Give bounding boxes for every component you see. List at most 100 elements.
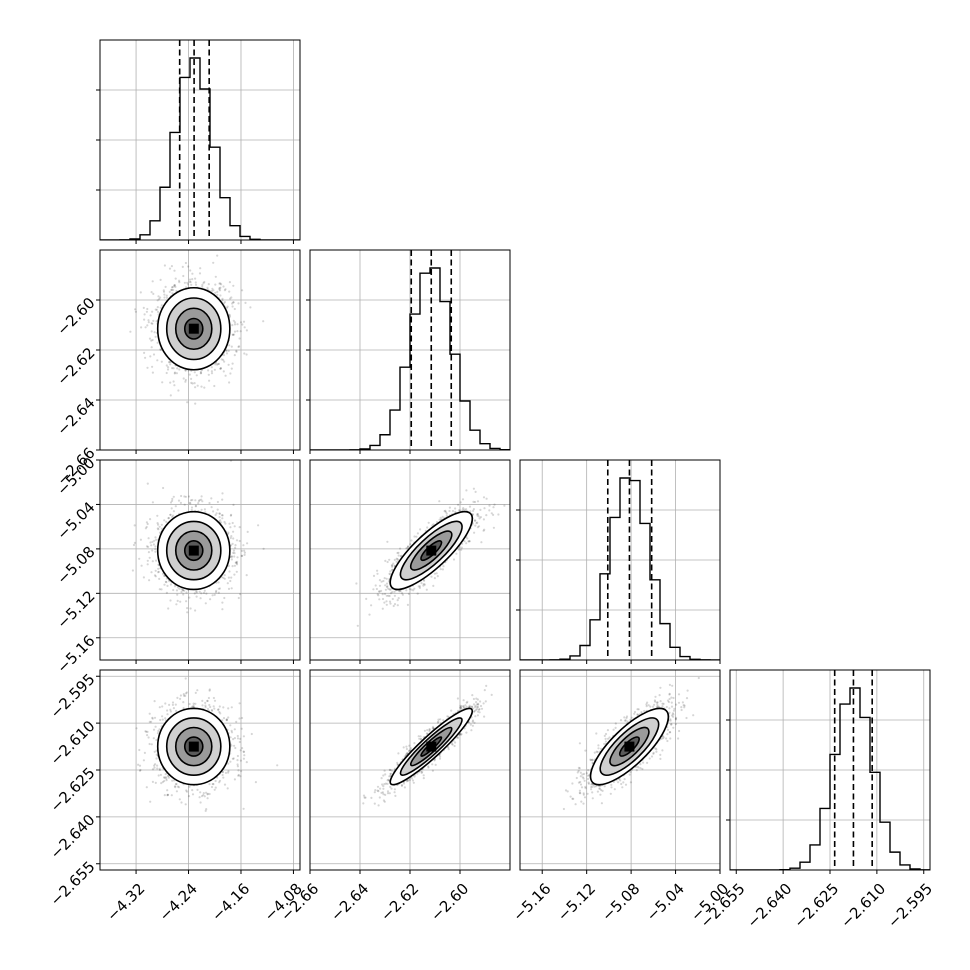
- scatter-point: [171, 703, 174, 707]
- scatter-point: [222, 285, 225, 288]
- scatter-point: [160, 360, 163, 363]
- scatter-point: [221, 608, 224, 611]
- scatter-point: [203, 280, 206, 284]
- scatter-point: [216, 500, 219, 504]
- scatter-point: [425, 732, 428, 735]
- scatter-point: [151, 338, 154, 342]
- scatter-point: [240, 727, 243, 730]
- scatter-point: [407, 545, 410, 548]
- y-tick-label: −5.16: [53, 632, 98, 677]
- scatter-point: [377, 594, 380, 597]
- scatter-point: [180, 801, 183, 804]
- scatter-point: [236, 759, 239, 762]
- scatter-point: [637, 708, 640, 711]
- scatter-point: [394, 794, 397, 798]
- scatter-point: [380, 589, 383, 593]
- scatter-point: [386, 790, 390, 793]
- scatter-point: [234, 746, 237, 750]
- scatter-point: [477, 703, 480, 706]
- scatter-point: [241, 323, 244, 326]
- scatter-point: [227, 771, 230, 774]
- scatter-point: [469, 723, 472, 726]
- scatter-point: [218, 779, 222, 782]
- scatter-point: [228, 314, 231, 317]
- scatter-point: [685, 716, 688, 720]
- scatter-point: [383, 783, 386, 786]
- scatter-point: [189, 281, 192, 284]
- scatter-point: [182, 589, 185, 592]
- scatter-point: [416, 532, 419, 535]
- scatter-point: [482, 702, 485, 705]
- scatter-point: [488, 504, 491, 507]
- scatter-point: [629, 781, 633, 784]
- scatter-point: [372, 588, 375, 591]
- scatter-point: [431, 727, 434, 730]
- scatter-point: [155, 738, 158, 742]
- scatter-point: [233, 321, 237, 324]
- scatter-point: [207, 283, 210, 286]
- scatter-point: [388, 572, 391, 575]
- scatter-point: [148, 556, 151, 559]
- scatter-point: [174, 703, 177, 706]
- scatter-point: [150, 720, 153, 723]
- scatter-point: [145, 786, 148, 789]
- scatter-point: [175, 782, 178, 786]
- scatter-point: [444, 509, 447, 512]
- scatter-point: [675, 703, 678, 706]
- scatter-point: [176, 599, 179, 603]
- scatter-point: [636, 713, 639, 716]
- density-contours: [156, 707, 231, 786]
- scatter-point: [595, 785, 598, 788]
- scatter-point: [612, 728, 615, 731]
- scatter-point: [480, 707, 484, 710]
- scatter-point: [179, 697, 182, 701]
- scatter-point: [653, 699, 657, 702]
- scatter-point: [197, 500, 200, 503]
- scatter-point: [144, 326, 147, 329]
- scatter-point: [160, 588, 163, 591]
- scatter-point: [153, 331, 156, 334]
- scatter-point: [182, 377, 185, 380]
- scatter-point: [145, 545, 149, 548]
- scatter-point: [492, 526, 495, 529]
- scatter-point: [239, 775, 242, 778]
- scatter-point: [216, 363, 219, 366]
- scatter-point: [146, 324, 149, 327]
- scatter-point: [365, 597, 368, 601]
- scatter-point: [151, 322, 154, 325]
- scatter-point: [157, 528, 160, 531]
- scatter-point: [397, 551, 400, 554]
- scatter-point: [485, 514, 488, 517]
- scatter-point: [593, 785, 596, 788]
- scatter-point: [392, 604, 395, 608]
- scatter-point: [151, 540, 154, 544]
- scatter-point: [158, 728, 161, 731]
- scatter-point: [452, 558, 456, 561]
- scatter-point: [355, 582, 358, 585]
- scatter-point: [387, 594, 390, 597]
- scatter-point: [225, 352, 229, 355]
- scatter-point: [174, 786, 177, 789]
- scatter-point: [577, 766, 581, 770]
- scatter-point: [666, 728, 670, 732]
- scatter-point: [391, 597, 394, 601]
- scatter-point: [160, 304, 163, 307]
- scatter-point: [228, 313, 231, 316]
- scatter-point: [483, 507, 486, 510]
- scatter-point: [158, 768, 161, 772]
- scatter-point: [225, 349, 228, 353]
- scatter-point: [390, 564, 393, 567]
- scatter-point: [194, 283, 198, 286]
- scatter-point: [180, 494, 183, 498]
- scatter-point: [657, 705, 661, 708]
- scatter-point: [184, 369, 187, 372]
- x-tick-label: −2.595: [884, 880, 936, 932]
- scatter-point: [493, 503, 496, 506]
- panel-frame: [519, 459, 721, 661]
- scatter-point: [165, 581, 168, 584]
- scatter-point: [148, 579, 151, 582]
- scatter-point: [402, 746, 405, 749]
- scatter-point: [503, 504, 506, 507]
- scatter-point: [178, 279, 181, 282]
- scatter-point: [413, 587, 416, 590]
